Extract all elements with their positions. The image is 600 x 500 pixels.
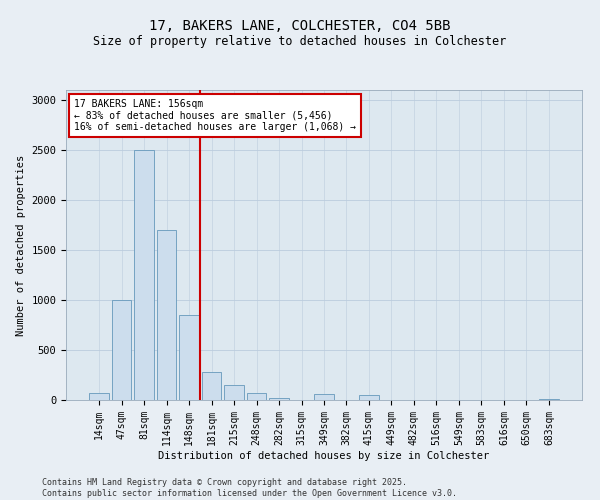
Bar bbox=[134, 150, 154, 400]
Bar bbox=[247, 392, 266, 400]
X-axis label: Distribution of detached houses by size in Colchester: Distribution of detached houses by size … bbox=[158, 450, 490, 460]
Text: Contains HM Land Registry data © Crown copyright and database right 2025.
Contai: Contains HM Land Registry data © Crown c… bbox=[42, 478, 457, 498]
Bar bbox=[179, 315, 199, 400]
Bar bbox=[539, 399, 559, 400]
Bar bbox=[269, 398, 289, 400]
Bar bbox=[359, 394, 379, 400]
Bar bbox=[202, 372, 221, 400]
Text: 17 BAKERS LANE: 156sqm
← 83% of detached houses are smaller (5,456)
16% of semi-: 17 BAKERS LANE: 156sqm ← 83% of detached… bbox=[74, 100, 356, 132]
Bar bbox=[89, 392, 109, 400]
Bar bbox=[112, 300, 131, 400]
Text: 17, BAKERS LANE, COLCHESTER, CO4 5BB: 17, BAKERS LANE, COLCHESTER, CO4 5BB bbox=[149, 18, 451, 32]
Bar bbox=[157, 230, 176, 400]
Bar bbox=[314, 394, 334, 400]
Y-axis label: Number of detached properties: Number of detached properties bbox=[16, 154, 26, 336]
Text: Size of property relative to detached houses in Colchester: Size of property relative to detached ho… bbox=[94, 34, 506, 48]
Bar bbox=[224, 385, 244, 400]
